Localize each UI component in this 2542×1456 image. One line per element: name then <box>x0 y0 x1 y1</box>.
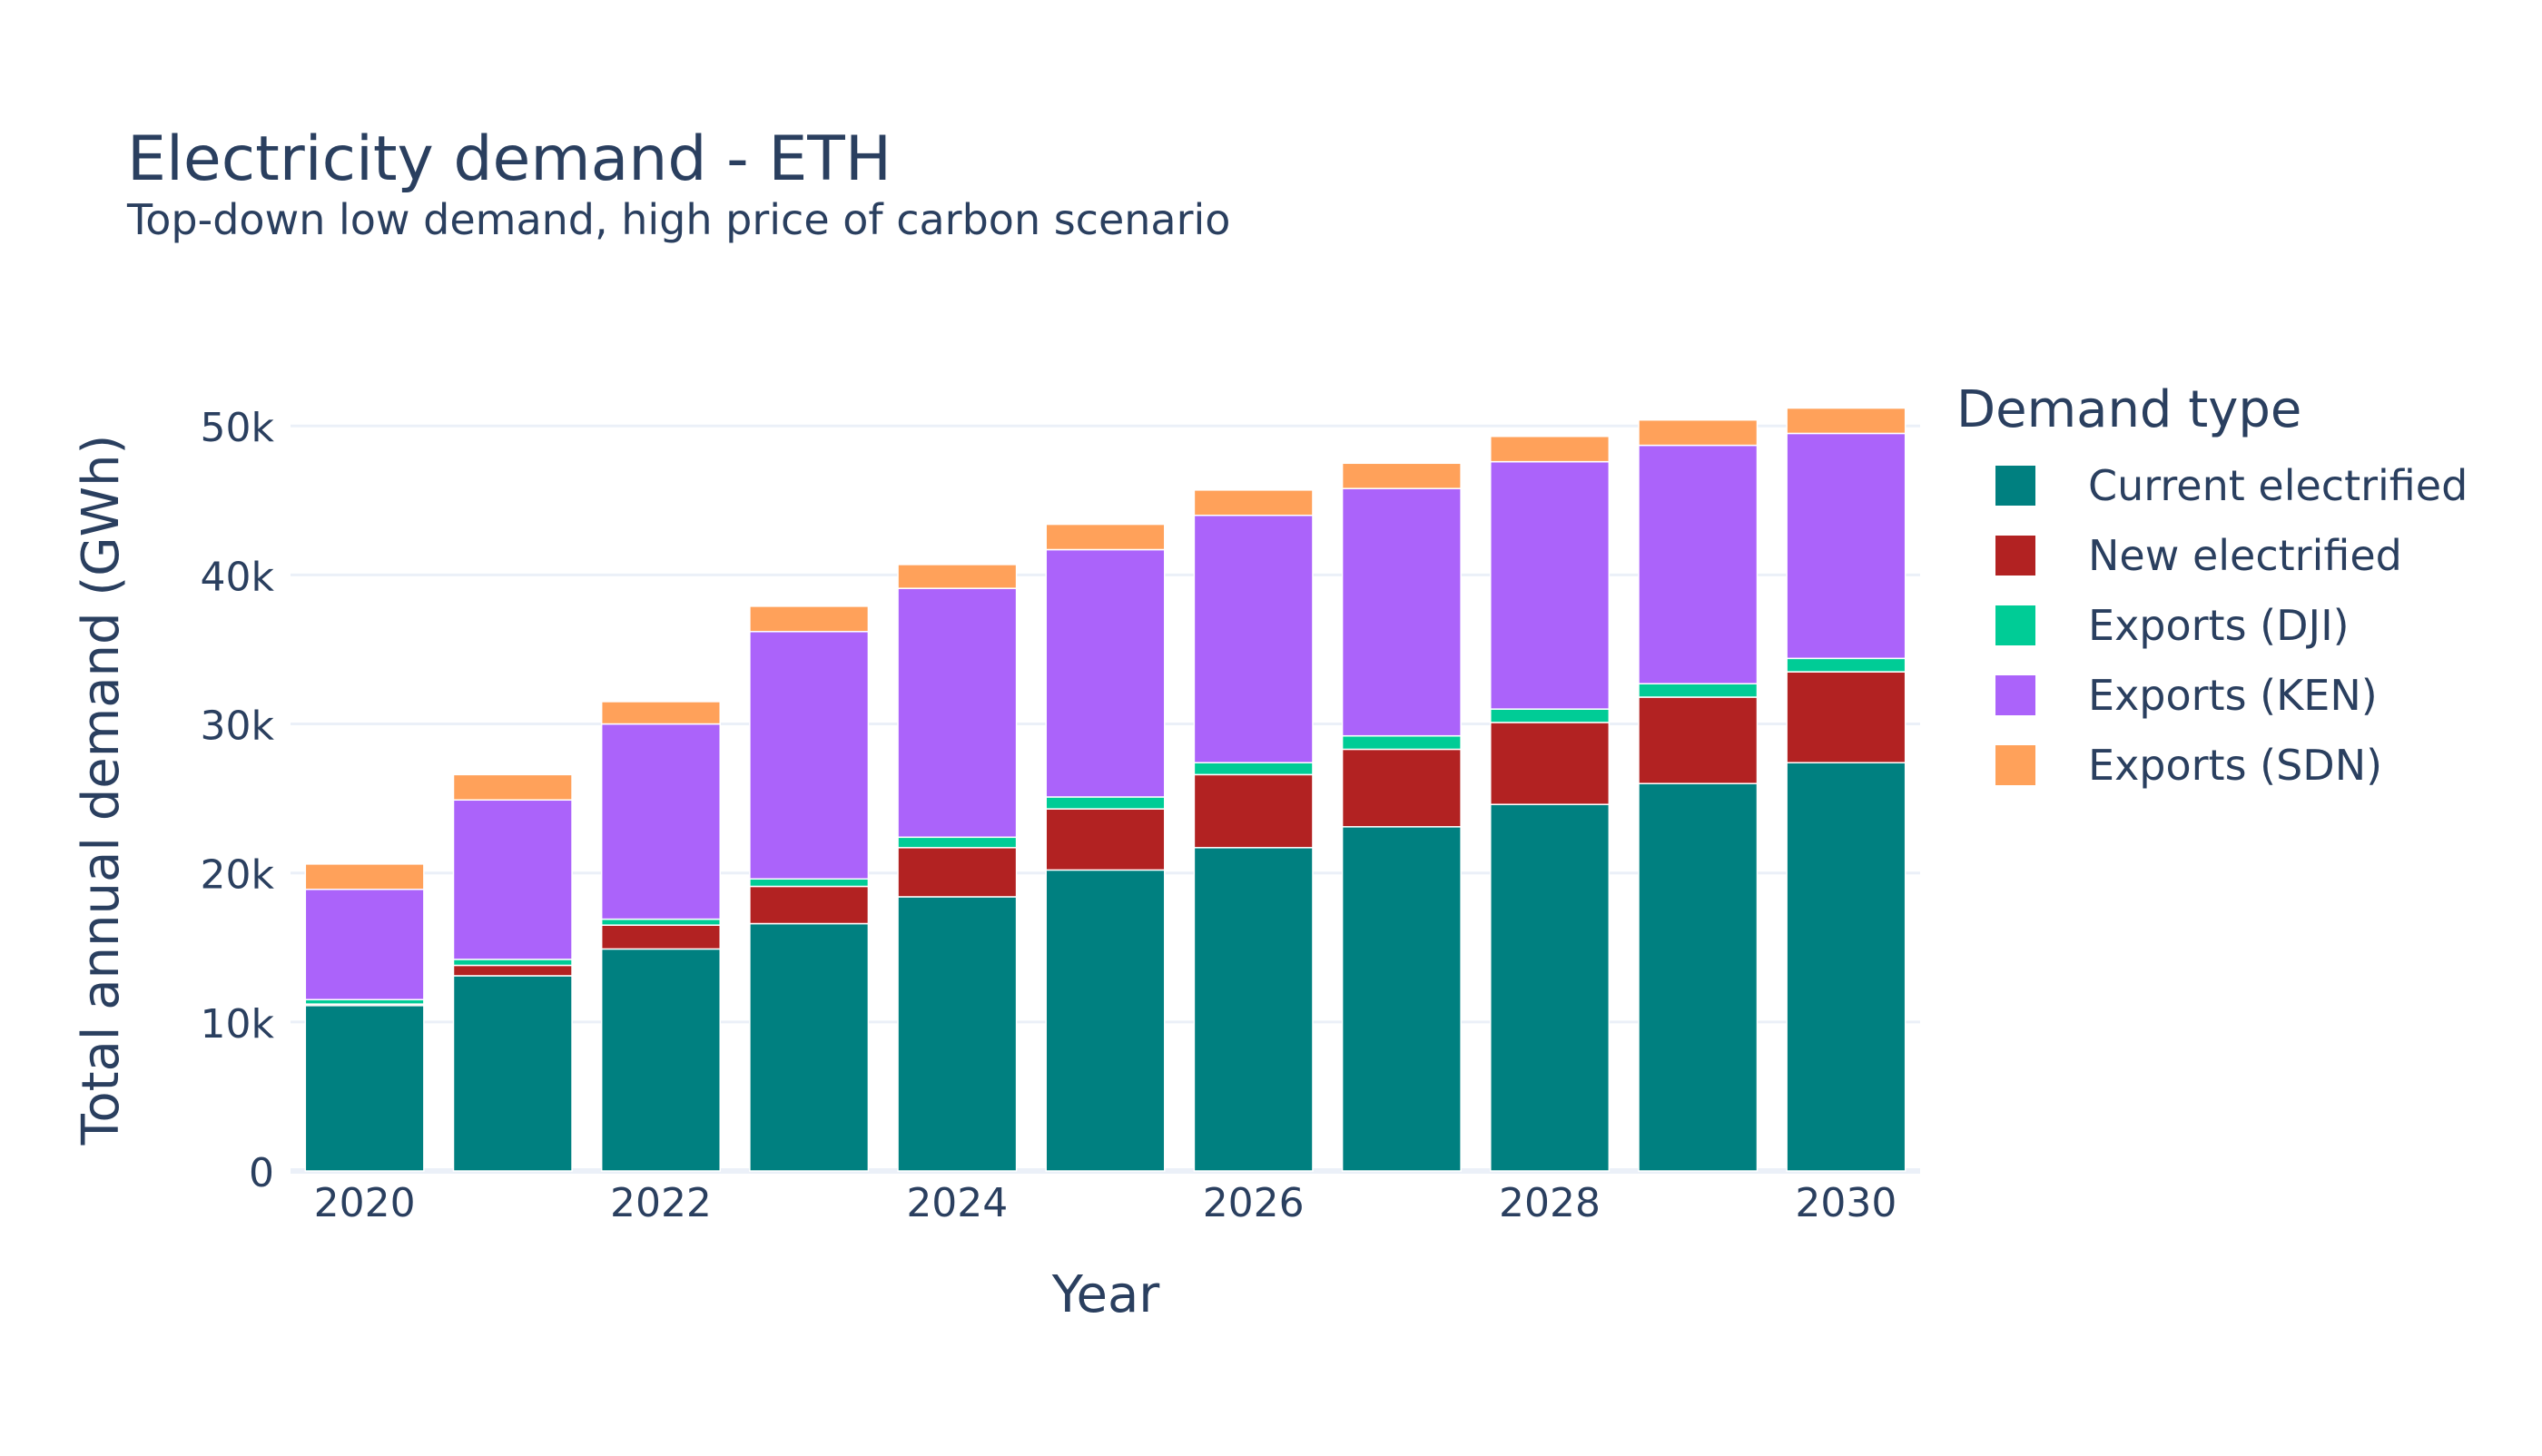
bar-segment <box>1490 708 1611 723</box>
x-tick-label: 2028 <box>1499 1180 1601 1226</box>
legend-label: Current electrified <box>2088 461 2468 510</box>
bar-segment <box>1193 489 1314 516</box>
bar-segment <box>1638 444 1759 684</box>
legend-swatch <box>1995 466 2035 506</box>
bar-segment <box>600 918 721 926</box>
bar-segment <box>600 948 721 1172</box>
bar-segment <box>1638 418 1759 447</box>
legend-swatch <box>1995 536 2035 576</box>
bar-segment <box>749 922 870 1172</box>
y-tick-label: 40k <box>201 554 275 600</box>
chart-subtitle: Top-down low demand, high price of carbo… <box>126 195 1230 244</box>
y-tick-label: 20k <box>201 852 275 899</box>
x-tick-label: 2024 <box>906 1180 1008 1226</box>
bar-segment <box>897 896 1018 1172</box>
bars-layer <box>304 407 1906 1172</box>
bar-segment <box>1045 548 1166 798</box>
bar-segment <box>1638 696 1759 784</box>
bar-segment <box>1786 432 1906 660</box>
bar-segment <box>1786 762 1906 1172</box>
bar-segment <box>1045 796 1166 810</box>
bar-segment <box>1341 826 1462 1172</box>
legend-label: Exports (SDN) <box>2088 741 2382 790</box>
bar-segment <box>1341 487 1462 737</box>
bar-segment <box>1193 773 1314 849</box>
y-tick-label: 0 <box>249 1150 274 1196</box>
bar-segment <box>600 701 721 725</box>
bar-segment <box>304 863 425 890</box>
legend-label: Exports (KEN) <box>2088 671 2378 720</box>
x-tick-label: 2020 <box>314 1180 416 1226</box>
legend: Demand type Current electrified New elect… <box>1956 380 2468 790</box>
bar-segment <box>897 836 1018 849</box>
bar-segment <box>452 773 573 802</box>
axis-layer: 0 10k 20k 30k 40k 50k 2020 2022 2024 2026 2028 2030 <box>201 405 1897 1226</box>
bar-segment <box>1786 671 1906 763</box>
legend-swatch <box>1995 605 2035 645</box>
bar-segment <box>1193 847 1314 1172</box>
bar-segment <box>304 889 425 1000</box>
x-tick-label: 2026 <box>1203 1180 1305 1226</box>
bar-segment <box>749 885 870 925</box>
bar-segment <box>304 1005 425 1172</box>
chart-title: Electricity demand - ETH <box>127 123 892 195</box>
y-tick-label: 50k <box>201 405 275 451</box>
bar-segment <box>749 878 870 888</box>
bar-segment <box>1045 808 1166 871</box>
x-tick-label: 2030 <box>1795 1180 1897 1226</box>
legend-label: New electrified <box>2088 531 2402 580</box>
bar-segment <box>452 959 573 967</box>
legend-title: Demand type <box>1956 380 2301 439</box>
bar-segment <box>1490 460 1611 710</box>
legend-swatch <box>1995 745 2035 785</box>
bar-segment <box>1341 734 1462 751</box>
y-tick-label: 10k <box>201 1001 275 1048</box>
bar-segment <box>1490 803 1611 1172</box>
bar-segment <box>1490 722 1611 805</box>
bar-segment <box>1786 407 1906 435</box>
bar-segment <box>1638 782 1759 1172</box>
x-axis-title: Year <box>1051 1265 1161 1324</box>
legend-label: Exports (DJI) <box>2088 601 2350 650</box>
bar-segment <box>1341 748 1462 828</box>
bar-segment <box>1193 514 1314 763</box>
bar-segment <box>1638 683 1759 698</box>
bar-segment <box>749 631 870 880</box>
bar-segment <box>452 964 573 977</box>
bar-segment <box>1045 869 1166 1172</box>
bar-segment <box>749 605 870 633</box>
bar-segment <box>1193 762 1314 776</box>
bar-segment <box>452 975 573 1172</box>
bar-segment <box>897 564 1018 589</box>
bar-segment <box>897 587 1018 839</box>
bar-segment <box>600 924 721 950</box>
bar-segment <box>897 847 1018 898</box>
bar-segment <box>1490 435 1611 463</box>
bar-segment <box>1341 462 1462 489</box>
x-tick-label: 2022 <box>610 1180 712 1226</box>
y-tick-label: 30k <box>201 703 275 750</box>
legend-swatch <box>1995 675 2035 715</box>
bar-segment <box>1045 523 1166 551</box>
bar-segment <box>452 799 573 960</box>
bar-segment <box>600 723 721 920</box>
bar-segment <box>1786 657 1906 673</box>
y-axis-title: Total annual demand (GWh) <box>72 435 131 1146</box>
